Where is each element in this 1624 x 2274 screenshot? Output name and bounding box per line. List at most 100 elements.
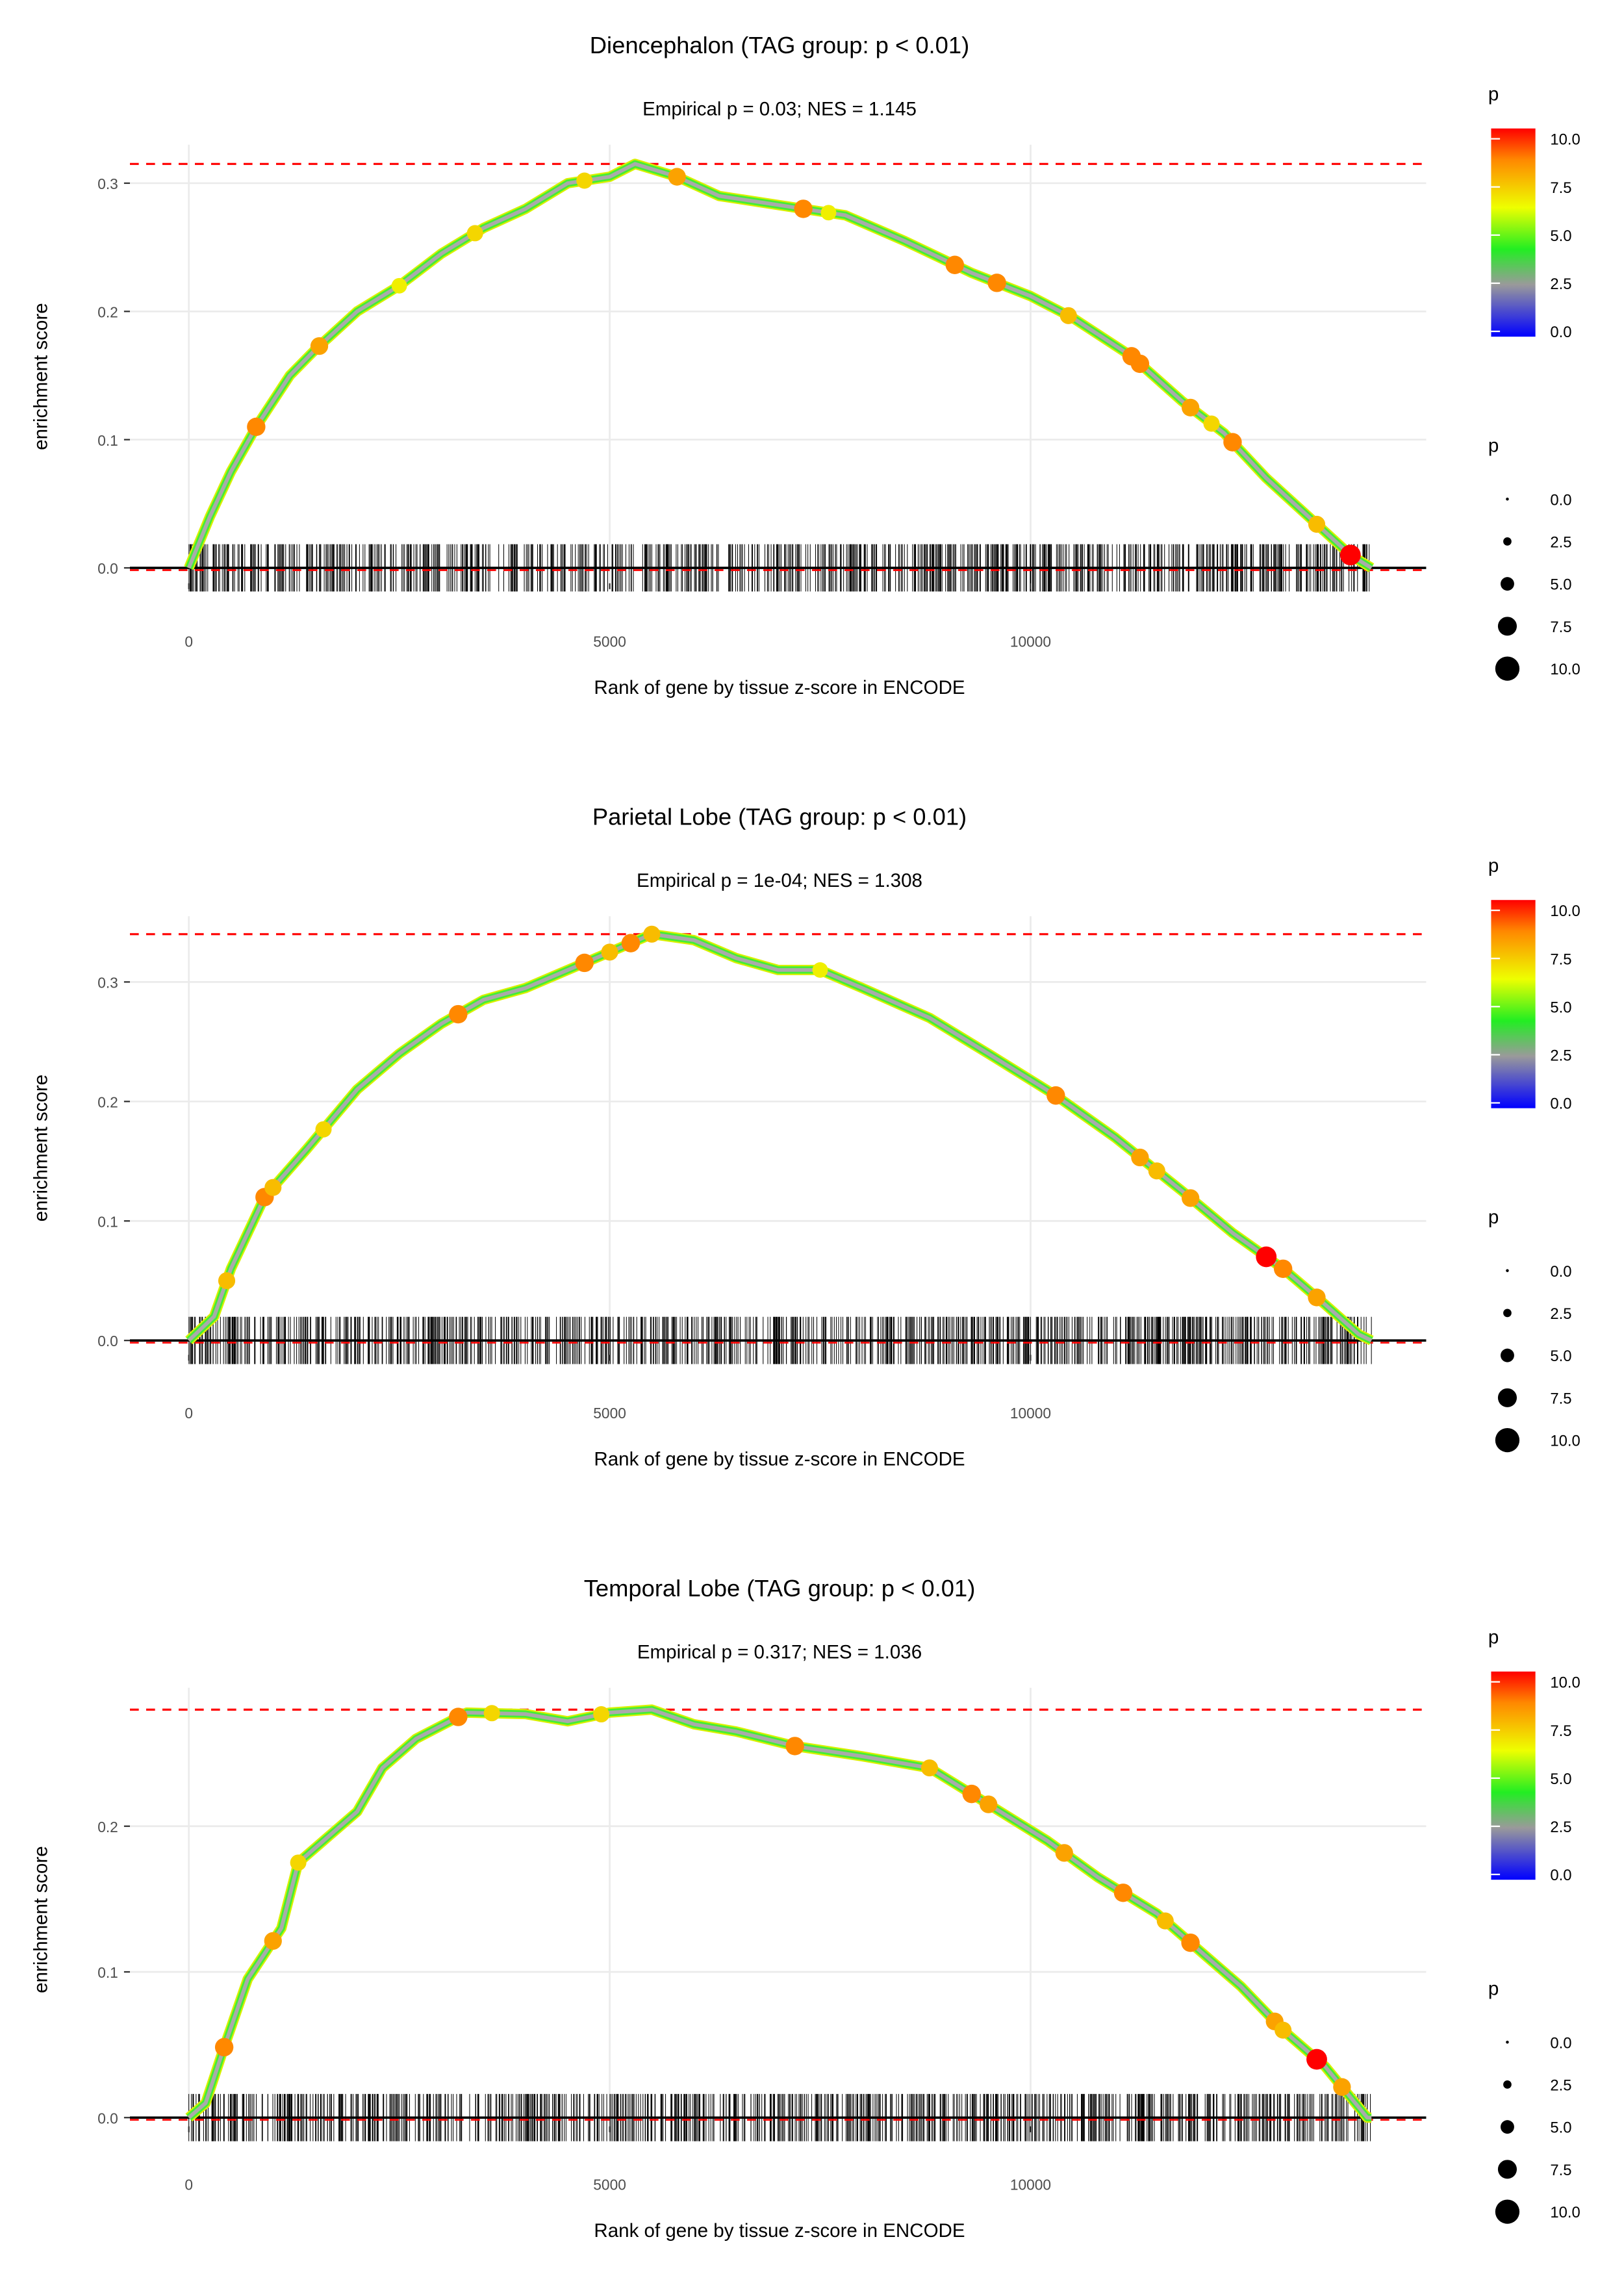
color-legend-label: 7.5 bbox=[1550, 179, 1571, 197]
data-point bbox=[785, 1737, 804, 1756]
y-tick-label: 0.3 bbox=[97, 974, 118, 991]
data-point bbox=[449, 1004, 468, 1024]
x-tick-label: 10000 bbox=[1010, 1405, 1051, 1422]
x-tick-label: 5000 bbox=[593, 2176, 626, 2193]
data-point bbox=[1273, 1259, 1293, 1279]
size-legend-label: 2.5 bbox=[1550, 2077, 1571, 2095]
x-tick-label: 0 bbox=[184, 633, 193, 650]
curve-halo bbox=[185, 928, 1374, 1346]
curve-dots-band bbox=[186, 930, 1373, 1344]
data-point bbox=[621, 934, 641, 952]
size-legend-dot bbox=[1497, 617, 1517, 636]
size-legend-dot bbox=[1497, 2160, 1517, 2179]
y-tick-label: 0.2 bbox=[97, 1093, 118, 1110]
data-point bbox=[962, 1784, 981, 1804]
y-axis-label: enrichment score bbox=[31, 303, 52, 450]
data-point bbox=[945, 255, 965, 274]
size-legend-dot bbox=[1501, 577, 1514, 591]
size-legend-dot bbox=[1503, 1309, 1512, 1318]
data-point bbox=[1131, 1148, 1149, 1167]
size-legend-dot bbox=[1503, 2080, 1512, 2089]
x-tick-label: 5000 bbox=[593, 1405, 626, 1422]
size-legend-dot bbox=[1501, 1348, 1514, 1362]
color-legend-label: 10.0 bbox=[1550, 131, 1580, 149]
size-legend-dot bbox=[1503, 537, 1512, 546]
color-bar bbox=[1491, 128, 1536, 337]
data-point bbox=[593, 1706, 610, 1723]
size-legend-dot bbox=[1495, 656, 1520, 681]
size-legend-label: 10.0 bbox=[1550, 1433, 1580, 1450]
enrichment-curve bbox=[187, 1707, 1372, 2120]
color-legend-label: 10.0 bbox=[1550, 1674, 1580, 1692]
data-point bbox=[576, 172, 593, 189]
curve-halo bbox=[184, 159, 1375, 572]
size-legend-dot bbox=[1506, 2040, 1509, 2044]
chart-subtitle: Empirical p = 0.03; NES = 1.145 bbox=[642, 98, 917, 120]
y-axis-label: enrichment score bbox=[31, 1075, 52, 1222]
x-axis-label: Rank of gene by tissue z-score in ENCODE bbox=[594, 1449, 965, 1470]
enrichment-curve bbox=[187, 932, 1373, 1342]
size-legend-label: 7.5 bbox=[1550, 619, 1571, 636]
chart-title: Temporal Lobe (TAG group: p < 0.01) bbox=[584, 1575, 976, 1602]
color-legend-label: 2.5 bbox=[1550, 1819, 1571, 1836]
color-legend-label: 0.0 bbox=[1550, 1095, 1571, 1113]
data-point bbox=[812, 962, 828, 978]
data-point bbox=[1333, 2078, 1351, 2096]
size-legend-dot bbox=[1506, 1269, 1509, 1272]
chart-title: Diencephalon (TAG group: p < 0.01) bbox=[590, 32, 969, 58]
color-legend-title: p bbox=[1488, 84, 1499, 105]
size-legend-label: 10.0 bbox=[1550, 2204, 1580, 2221]
data-point bbox=[643, 925, 661, 943]
size-legend-label: 7.5 bbox=[1550, 2162, 1571, 2179]
data-point bbox=[1182, 1189, 1200, 1207]
color-legend-label: 0.0 bbox=[1550, 324, 1571, 341]
panel-3: Temporal Lobe (TAG group: p < 0.01) Empir… bbox=[31, 1575, 1580, 2242]
color-legend-label: 5.0 bbox=[1550, 1770, 1571, 1788]
data-point bbox=[1275, 2021, 1292, 2039]
data-point bbox=[1339, 544, 1361, 566]
data-point bbox=[264, 1932, 282, 1950]
data-point bbox=[1130, 354, 1150, 374]
data-point bbox=[310, 337, 329, 355]
y-tick-label: 0.0 bbox=[97, 1333, 118, 1349]
color-legend-label: 2.5 bbox=[1550, 275, 1571, 293]
chart-subtitle: Empirical p = 1e-04; NES = 1.308 bbox=[637, 870, 922, 891]
size-legend-label: 0.0 bbox=[1550, 1263, 1571, 1281]
data-point bbox=[1047, 1086, 1065, 1105]
size-legend-label: 2.5 bbox=[1550, 534, 1571, 552]
data-point bbox=[449, 1707, 468, 1726]
data-point bbox=[1306, 2049, 1327, 2070]
data-point bbox=[920, 1759, 939, 1777]
data-point bbox=[987, 274, 1006, 292]
data-point bbox=[1256, 1246, 1277, 1268]
data-point bbox=[1059, 307, 1077, 324]
size-legend-label: 5.0 bbox=[1550, 576, 1571, 594]
data-point bbox=[601, 943, 618, 961]
x-tick-label: 0 bbox=[184, 2176, 193, 2193]
data-point bbox=[1203, 415, 1220, 432]
size-legend-label: 5.0 bbox=[1550, 1348, 1571, 1365]
data-point bbox=[1223, 433, 1242, 452]
size-legend-label: 5.0 bbox=[1550, 2119, 1571, 2137]
y-tick-label: 0.3 bbox=[97, 175, 118, 192]
chart-subtitle: Empirical p = 0.317; NES = 1.036 bbox=[637, 1641, 922, 1663]
data-point bbox=[980, 1795, 998, 1813]
data-point bbox=[575, 953, 594, 973]
color-legend-label: 5.0 bbox=[1550, 227, 1571, 245]
data-point bbox=[820, 205, 837, 221]
color-legend-label: 10.0 bbox=[1550, 902, 1580, 920]
color-bar bbox=[1491, 1671, 1536, 1880]
y-tick-label: 0.1 bbox=[97, 1964, 118, 1981]
x-tick-label: 10000 bbox=[1010, 633, 1051, 650]
data-point bbox=[247, 417, 266, 437]
curve-dots-band bbox=[186, 1706, 1372, 2122]
x-tick-label: 0 bbox=[184, 1405, 193, 1422]
color-legend-label: 5.0 bbox=[1550, 999, 1571, 1016]
data-point bbox=[264, 1179, 282, 1196]
data-point bbox=[668, 168, 686, 186]
data-point bbox=[290, 1854, 307, 1871]
size-legend-dot bbox=[1506, 497, 1509, 501]
data-point bbox=[483, 1705, 500, 1722]
size-legend-dot bbox=[1495, 2199, 1520, 2224]
